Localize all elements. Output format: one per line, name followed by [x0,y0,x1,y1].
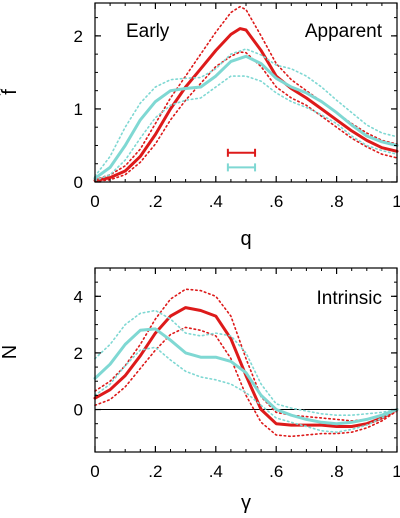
panel-intrinsic-curves [93,288,399,438]
x-tick-label: .6 [269,462,283,481]
error-bar-cyan [226,163,257,172]
intrinsic-series-cyan-upper [94,309,398,416]
panel-label-intrinsic: Intrinsic [317,288,382,309]
apparent-series-cyan-main [93,54,399,180]
y-tick-label: 4 [74,287,83,306]
x-tick-label: 1 [392,192,400,211]
intrinsic-series-red-upper [94,288,398,422]
x-tick-label: .4 [209,192,223,211]
panel-apparent-curves [93,5,399,183]
intrinsic-series-red-lower [94,326,398,438]
y-tick-label: 0 [74,401,83,420]
y-tick-label: 2 [74,344,83,363]
panel-apparent: 0 .2 .4 .6 .8 1 0 1 2 Early Apparent q f̂ [0,2,400,250]
panel-apparent-ticks [94,3,398,183]
error-bar-red [226,148,257,157]
panel-label-apparent: Apparent [305,21,383,42]
x-axis-label-q: q [240,228,251,250]
x-tick-label: .2 [148,192,162,211]
panel-intrinsic: 0 .2 .4 .6 .8 1 0 2 4 Intrinsic γ N [0,267,400,514]
y-tick-label: 1 [74,100,83,119]
panel-intrinsic-x-tick-labels: 0 .2 .4 .6 .8 1 [90,462,400,481]
x-tick-label: .4 [209,462,223,481]
apparent-series-cyan-lower [94,75,398,182]
apparent-series-cyan-upper [94,48,398,177]
y-tick-label: 0 [74,173,83,192]
panel-label-early: Early [126,21,170,42]
x-tick-label: 0 [90,462,99,481]
panel-apparent-x-tick-labels: 0 .2 .4 .6 .8 1 [90,192,400,211]
x-tick-label: .6 [269,192,283,211]
x-tick-label: 1 [392,462,400,481]
x-tick-label: 0 [90,192,99,211]
y-tick-label: 2 [74,27,83,46]
panel-intrinsic-ticks [94,267,398,453]
x-tick-label: .2 [148,462,162,481]
x-tick-label: .8 [330,192,344,211]
panel-intrinsic-y-tick-labels: 0 2 4 [74,287,83,419]
panel-apparent-error-bars [226,148,257,172]
apparent-series-red-lower [94,51,398,183]
panel-apparent-y-tick-labels: 0 1 2 [74,27,83,192]
y-axis-label-fhat: f̂ [0,88,21,96]
x-axis-label-gamma: γ [241,492,251,514]
x-tick-label: .8 [330,462,344,481]
intrinsic-series-cyan-main [93,327,399,426]
apparent-series-red-main [93,27,399,182]
intrinsic-series-red-main [93,306,399,428]
intrinsic-series-cyan-lower [94,346,398,433]
y-axis-label-n: N [0,345,21,359]
